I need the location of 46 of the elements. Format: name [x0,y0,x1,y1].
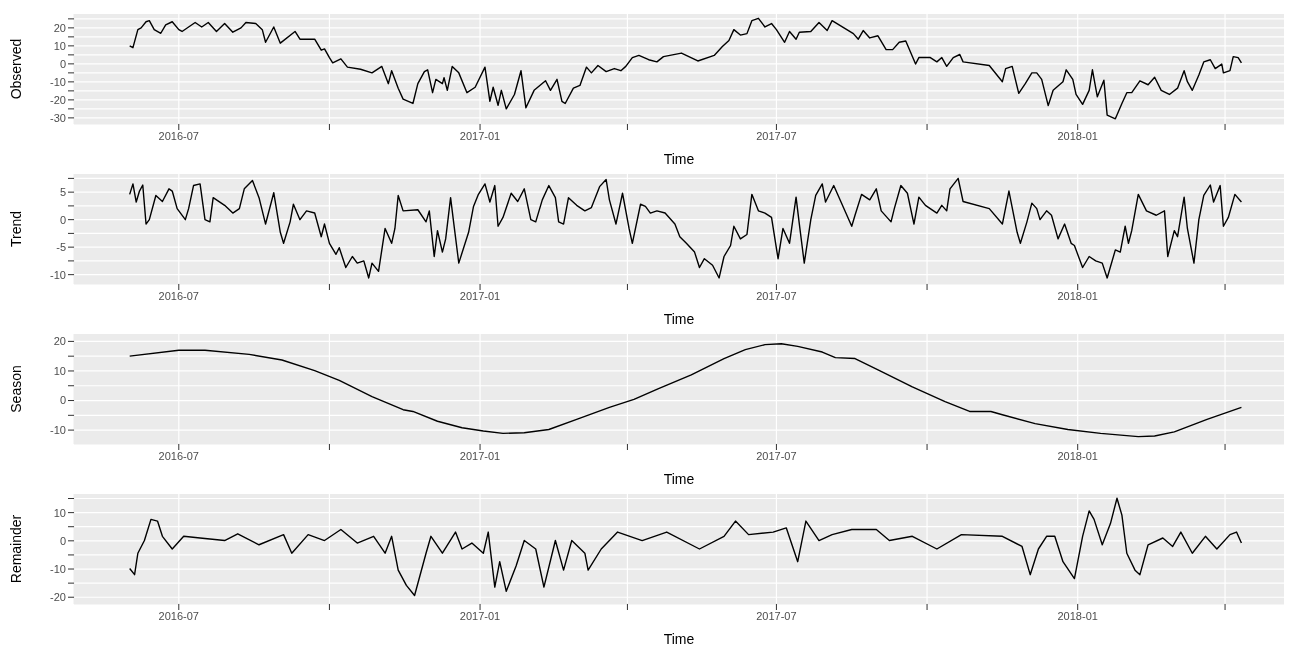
x-tick-label: 2016-07 [158,129,199,142]
x-tick-label: 2018-01 [1057,129,1098,142]
y-tick-label: 0 [59,57,66,70]
y-tick-label: -10 [50,562,66,575]
y-tick-label: -5 [56,241,66,254]
y-axis-title: Season [7,365,24,413]
y-tick-label: 0 [59,394,66,407]
y-tick-label: 5 [59,186,66,199]
x-axis-title: Time [663,471,695,487]
line-series [128,343,1243,438]
y-tick-label: 0 [59,534,66,547]
x-tick-label: 2017-01 [459,449,501,462]
x-tick-label: 2017-07 [756,129,797,142]
y-tick-label: -10 [50,75,66,88]
y-tick-label: -20 [50,93,66,106]
y-tick-label: -10 [50,268,66,281]
x-axis-title: Time [663,151,695,167]
y-axis-title: Trend [7,210,24,248]
y-tick-label: 10 [53,39,66,52]
y-tick-label: 0 [59,213,66,226]
y-tick-label: 20 [53,21,66,34]
y-tick-label: -20 [50,591,66,604]
y-tick-label: 10 [53,364,66,377]
x-axis-title: Time [663,311,695,327]
y-axis-title: Remainder [7,514,24,584]
y-tick-label: 10 [53,506,66,519]
line-series [128,497,1243,597]
y-tick-label: -30 [50,111,66,124]
x-tick-label: 2017-01 [459,289,501,302]
x-tick-label: 2016-07 [158,449,199,462]
x-tick-label: 2017-07 [756,609,797,622]
x-tick-label: 2018-01 [1057,449,1098,462]
line-series [128,177,1243,279]
x-tick-label: 2017-01 [459,609,501,622]
x-tick-label: 2016-07 [158,289,199,302]
x-tick-label: 2017-07 [756,449,797,462]
line-series [128,17,1243,120]
y-tick-label: -10 [50,424,66,437]
x-tick-label: 2016-07 [158,609,199,622]
x-tick-label: 2017-07 [756,289,797,302]
x-tick-label: 2018-01 [1057,289,1098,302]
x-tick-label: 2017-01 [459,129,501,142]
y-tick-label: 20 [53,335,66,348]
x-tick-label: 2018-01 [1057,609,1098,622]
x-axis-title: Time [663,631,695,647]
y-axis-title: Observed [7,38,24,100]
